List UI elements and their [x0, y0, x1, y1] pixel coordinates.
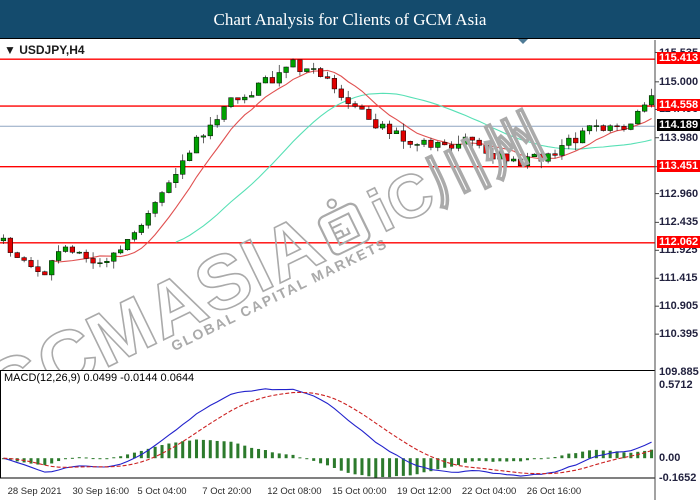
- svg-text:MACD(12,26,9) 0.0499 -0.0144: MACD(12,26,9) 0.0499 -0.0144 0.0644: [4, 372, 194, 384]
